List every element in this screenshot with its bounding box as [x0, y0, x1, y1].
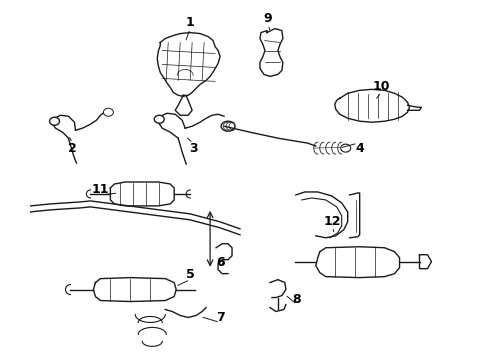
Polygon shape: [335, 89, 410, 122]
Polygon shape: [316, 247, 399, 278]
Ellipse shape: [154, 115, 164, 123]
Text: 6: 6: [216, 256, 224, 269]
Polygon shape: [419, 255, 432, 269]
Polygon shape: [94, 278, 176, 302]
Ellipse shape: [103, 108, 113, 116]
Text: 11: 11: [92, 184, 109, 197]
Text: 3: 3: [189, 141, 197, 155]
Text: 2: 2: [68, 141, 77, 155]
Polygon shape: [110, 182, 174, 206]
Ellipse shape: [341, 144, 351, 152]
Ellipse shape: [49, 117, 59, 125]
Text: 9: 9: [264, 12, 272, 25]
Ellipse shape: [221, 121, 235, 131]
Polygon shape: [157, 32, 220, 96]
Text: 1: 1: [186, 16, 195, 29]
Text: 7: 7: [216, 311, 224, 324]
Text: 5: 5: [186, 268, 195, 281]
Text: 12: 12: [324, 215, 342, 228]
Polygon shape: [260, 28, 283, 76]
Text: 8: 8: [293, 293, 301, 306]
Polygon shape: [175, 95, 192, 115]
Text: 10: 10: [373, 80, 391, 93]
Text: 4: 4: [355, 141, 364, 155]
